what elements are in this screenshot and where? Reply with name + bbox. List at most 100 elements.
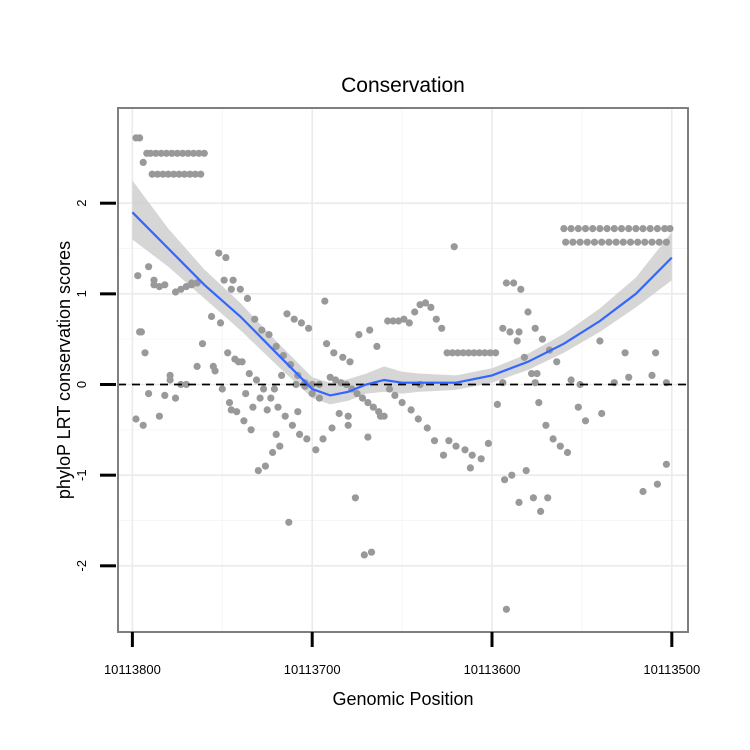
grid (118, 108, 688, 632)
data-point (427, 303, 435, 311)
data-point (339, 353, 347, 361)
data-point (297, 319, 305, 327)
data-point (384, 317, 392, 325)
data-point (502, 279, 510, 287)
data-point (220, 276, 228, 284)
data-point (524, 308, 532, 316)
data-point (439, 451, 448, 459)
data-point (581, 417, 590, 425)
data-point (407, 406, 415, 414)
data-point (326, 373, 334, 381)
data-point (576, 238, 584, 246)
data-point (164, 170, 172, 178)
data-point (634, 238, 642, 246)
data-point (612, 238, 620, 246)
data-point (274, 403, 282, 411)
data-point (432, 315, 440, 323)
data-point (166, 376, 174, 384)
data-point (288, 421, 296, 429)
data-point (207, 312, 216, 321)
data-point (466, 464, 474, 472)
smooth-curve (131, 211, 673, 397)
data-point (315, 394, 323, 402)
data-point (535, 399, 543, 407)
data-point (603, 225, 611, 233)
data-point (150, 281, 158, 289)
data-point (312, 446, 320, 454)
data-point (610, 225, 618, 233)
data-point (499, 324, 507, 332)
data-point (364, 433, 372, 441)
data-point (366, 326, 374, 334)
data-point (227, 285, 235, 293)
data-point (445, 437, 453, 445)
data-point (520, 353, 529, 361)
data-point (179, 149, 187, 157)
data-point (596, 337, 604, 345)
data-point (290, 315, 298, 323)
data-point (398, 399, 406, 407)
data-point (537, 507, 545, 515)
data-point (353, 390, 361, 398)
data-point (344, 421, 352, 429)
data-point (515, 498, 523, 506)
data-point (461, 446, 469, 454)
data-point (596, 225, 604, 233)
data-point (639, 225, 647, 233)
data-point (454, 349, 462, 357)
data-point (443, 349, 451, 357)
data-point (141, 349, 149, 357)
data-point (258, 326, 266, 334)
data-point (278, 371, 286, 379)
data-point (132, 415, 140, 423)
data-point (145, 390, 153, 398)
data-point (515, 328, 523, 336)
data-point (567, 225, 575, 233)
data-point (569, 238, 577, 246)
data-point (459, 349, 467, 357)
data-point (574, 403, 582, 411)
data-point (242, 390, 250, 398)
data-point (391, 391, 399, 399)
data-point (224, 349, 232, 357)
data-point (285, 518, 293, 526)
data-point (195, 149, 203, 157)
data-point (626, 238, 635, 246)
data-point (556, 442, 564, 450)
data-point (211, 367, 219, 375)
data-point (145, 263, 153, 271)
data-point (438, 324, 446, 332)
smooth-line (131, 211, 673, 397)
data-point (170, 170, 178, 178)
data-point (529, 494, 538, 502)
data-point (254, 467, 262, 475)
data-point (639, 487, 647, 496)
data-point (373, 342, 381, 350)
data-point (423, 424, 431, 432)
y-tick-label: -1 (74, 469, 89, 481)
plot-panel (117, 107, 689, 633)
data-point (652, 349, 660, 357)
y-tick-label: 1 (74, 290, 89, 297)
data-point (553, 358, 561, 366)
data-point (662, 460, 671, 468)
data-point (452, 442, 460, 450)
data-point (477, 455, 485, 463)
data-point (661, 225, 669, 233)
data-point (542, 421, 550, 429)
data-point (193, 362, 201, 370)
data-point (346, 358, 354, 366)
data-point (648, 238, 656, 246)
data-point (148, 170, 156, 178)
data-point (294, 408, 302, 416)
chart-title: Conservation (341, 74, 465, 97)
data-point (405, 319, 413, 327)
data-point (272, 430, 280, 438)
data-point (508, 471, 516, 479)
data-point (188, 279, 196, 287)
data-point (400, 315, 408, 323)
data-point (154, 170, 162, 178)
data-point (492, 349, 500, 357)
data-point (335, 409, 343, 418)
data-point (448, 349, 456, 357)
